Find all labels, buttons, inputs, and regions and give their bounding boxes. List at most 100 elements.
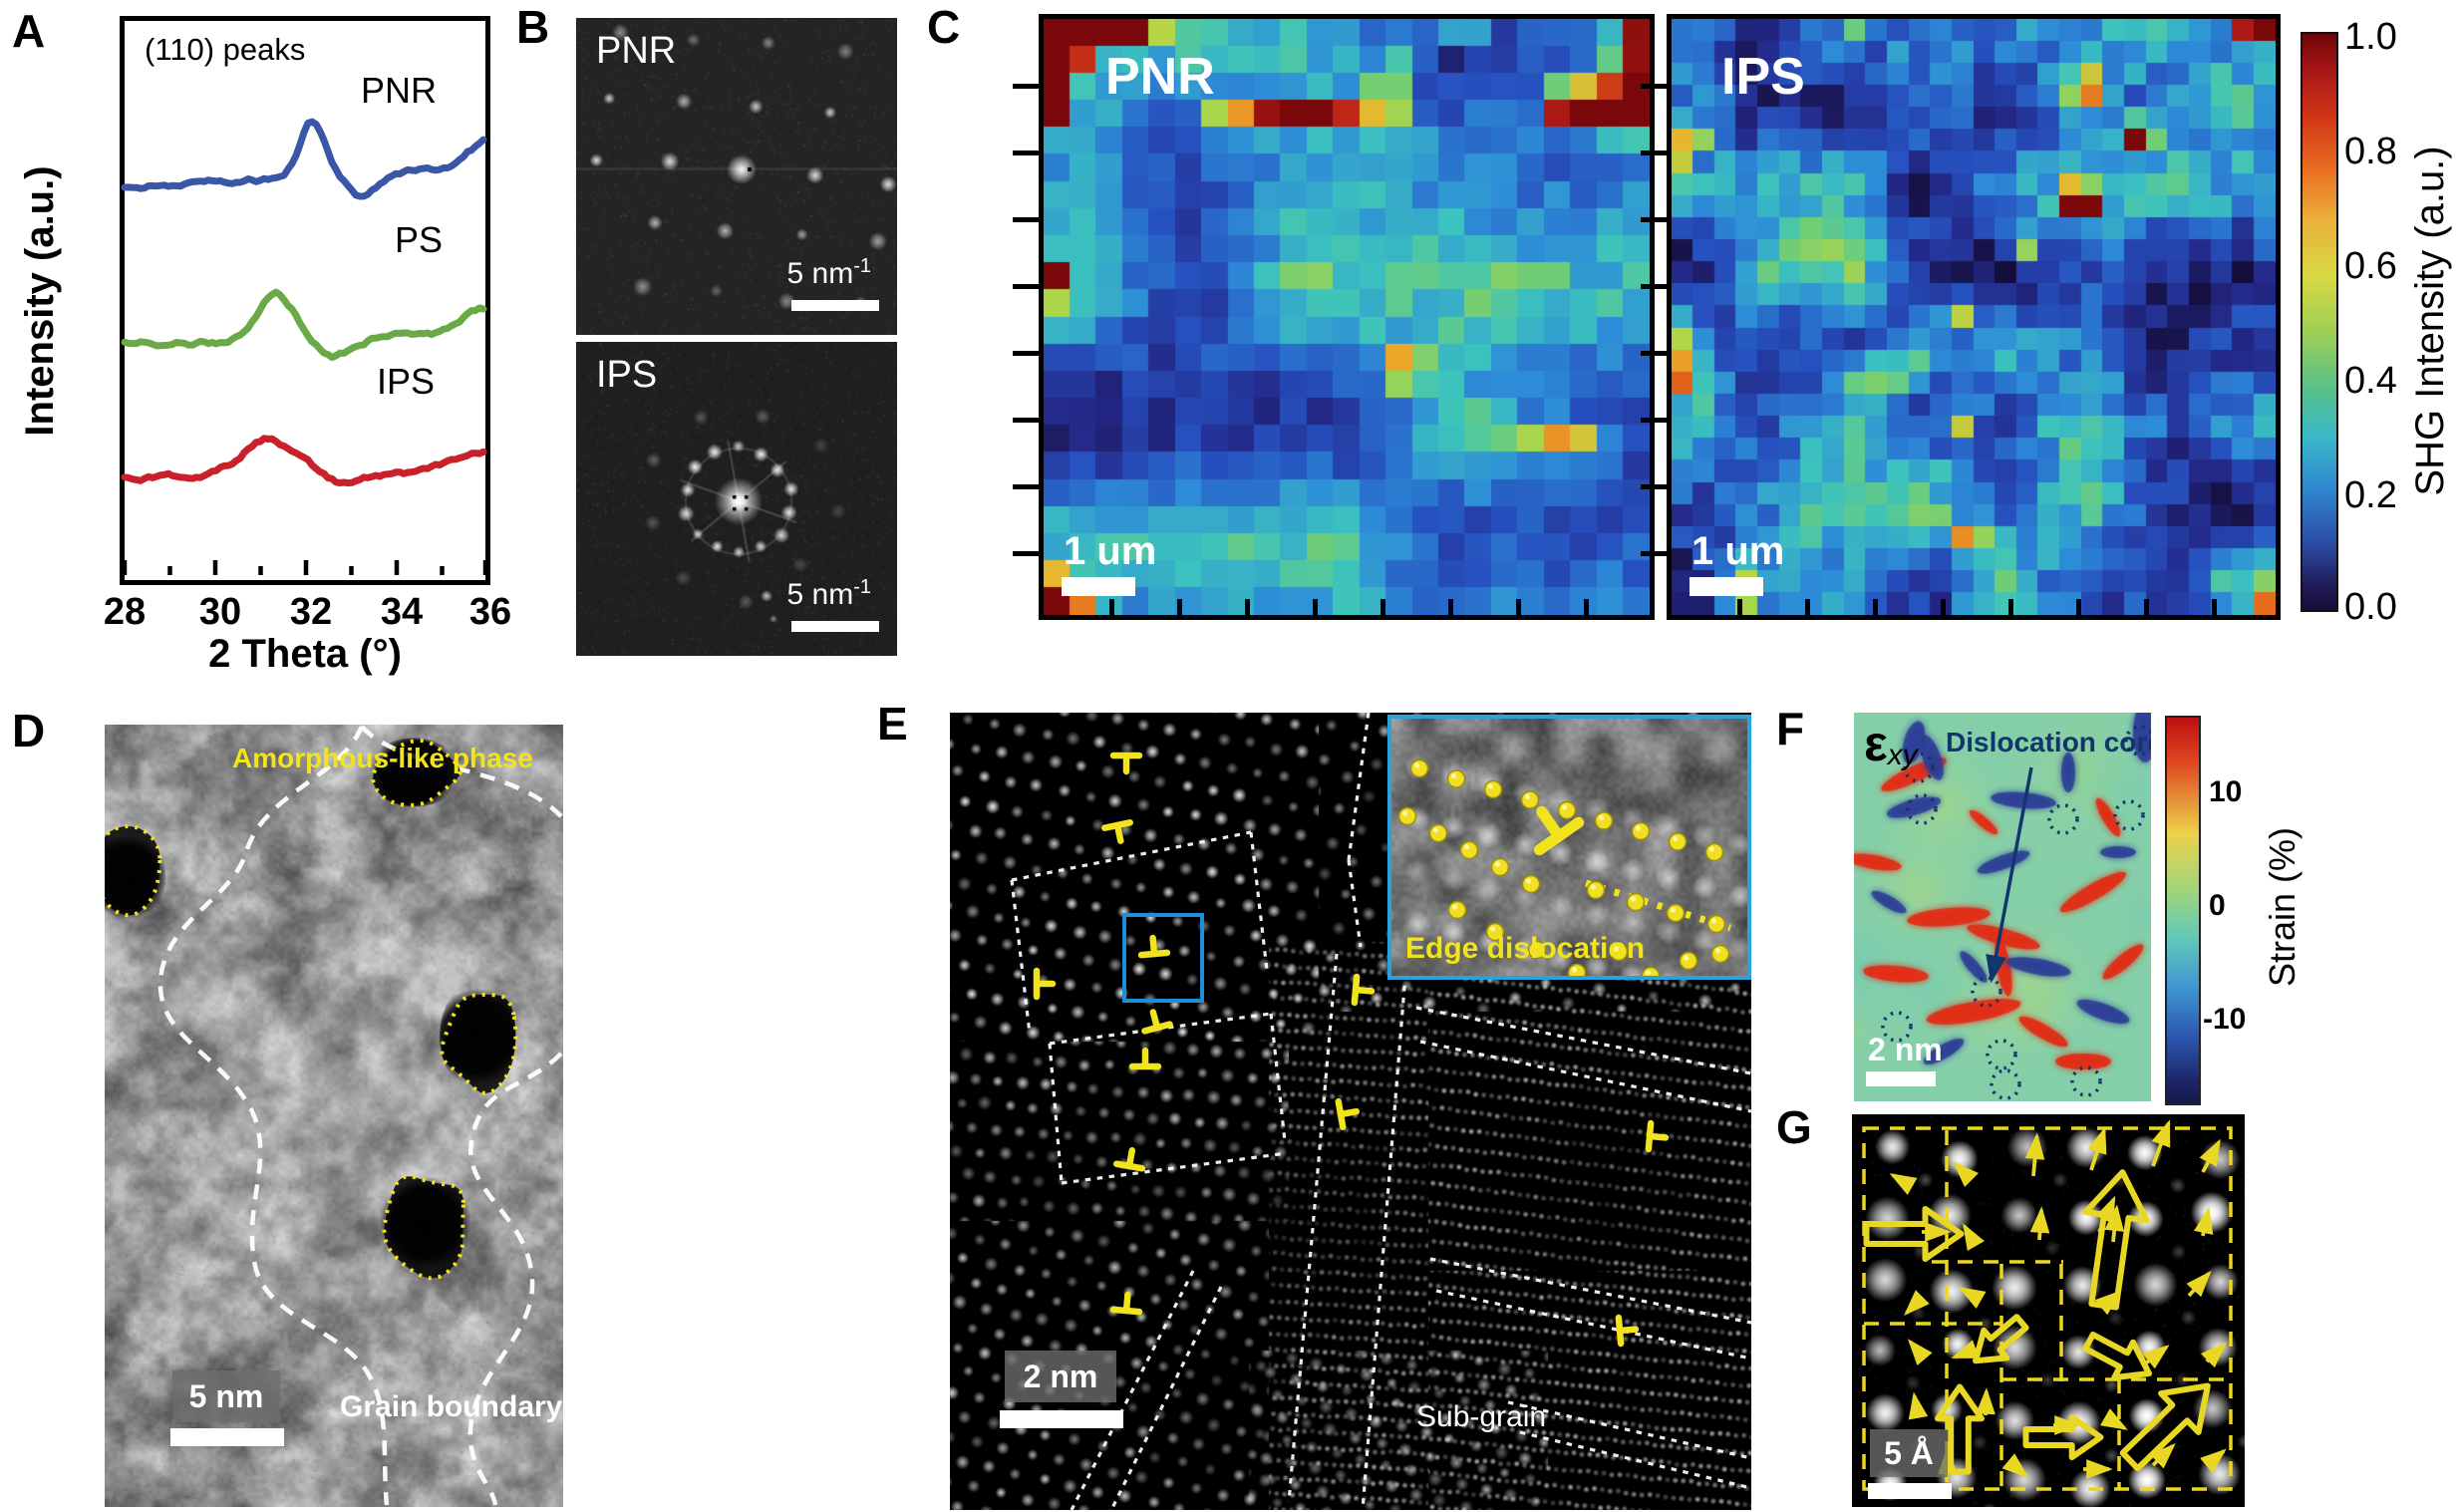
shg-map-pnr-label: PNR [1105, 48, 1215, 106]
shg-map-ips-label: IPS [1721, 48, 1805, 106]
map-left-tick [1641, 484, 1667, 489]
map-bottom-tick [1177, 599, 1182, 615]
map-left-tick [1013, 351, 1039, 356]
map-bottom-tick [1873, 599, 1878, 615]
tem-grain-image: Amorphous-like phase Grain boundary 5 nm [105, 725, 563, 1507]
polarization-scalebar [1868, 1483, 1952, 1499]
map-bottom-tick [2212, 599, 2217, 615]
pnr-fft-canvas [576, 18, 897, 335]
panel-c-label: C [927, 1, 961, 53]
shg-cbtick-06: 0.6 [2344, 245, 2397, 287]
map-bottom-tick [2144, 599, 2149, 615]
ips-fft-canvas [576, 342, 897, 656]
haadf-scalebar-chip: 2 nm [1005, 1351, 1116, 1402]
shg-map-ips-scalebar [1689, 577, 1763, 596]
haadf-scalebar-text: 2 nm [1023, 1358, 1098, 1394]
edge-dislocation-inset: Edge dislocation [1387, 715, 1751, 980]
map-left-tick [1641, 284, 1667, 289]
map-left-tick [1013, 484, 1039, 489]
shg-colorbar [2301, 32, 2338, 612]
xrd-plot-frame [120, 16, 490, 585]
amorphous-phase-label: Amorphous-like phase [232, 743, 533, 773]
pnr-fft-scalebar [791, 300, 879, 311]
polarization-scalebar-text: 5 Å [1884, 1434, 1934, 1471]
strain-scalebar-text: 2 nm [1868, 1032, 1943, 1067]
panel-d-label: D [12, 705, 46, 756]
shg-cbtick-08: 0.8 [2344, 131, 2397, 172]
map-left-tick [1013, 217, 1039, 222]
xaxis-label: 2 Theta (°) [208, 632, 402, 676]
map-left-tick [1641, 351, 1667, 356]
shg-cbtick-02: 0.2 [2344, 474, 2397, 516]
tem-grain-scalebar-text: 5 nm [188, 1377, 264, 1414]
pnr-fft-label: PNR [596, 30, 677, 72]
map-bottom-tick [1805, 599, 1810, 615]
shg-map-pnr-scalebar [1062, 577, 1135, 596]
series-label-ps: PS [395, 219, 444, 260]
tem-grain-scalebar-chip: 5 nm [172, 1370, 280, 1422]
map-bottom-tick [1448, 599, 1453, 615]
grain-boundary-label: Grain boundary [340, 1390, 563, 1423]
xtick-30: 30 [198, 591, 242, 633]
panel-f-label: F [1776, 703, 1805, 755]
shg-map-pnr-scalebar-text: 1 um [1064, 529, 1157, 573]
dislocation-core-label: Dislocation core [1946, 727, 2151, 757]
map-bottom-tick [1109, 599, 1114, 615]
map-bottom-tick [1584, 599, 1589, 615]
haadf-scalebar [1000, 1410, 1123, 1428]
map-left-tick [1641, 217, 1667, 222]
pnr-fft-image: PNR 5 nm-1 [576, 18, 897, 335]
map-left-tick [1641, 551, 1667, 556]
strain-scalebar [1866, 1071, 1936, 1086]
series-label-ips: IPS [377, 361, 436, 402]
shg-cbtick-1: 1.0 [2344, 16, 2397, 58]
panel-a-label: A [12, 5, 46, 57]
map-left-tick [1013, 551, 1039, 556]
strain-cbtick-n10: -10 [2203, 1003, 2247, 1036]
yaxis-label: Intensity (a.u.) [17, 165, 62, 437]
xtick-36: 36 [468, 591, 512, 633]
strain-cbtick-10: 10 [2209, 775, 2243, 808]
map-bottom-tick [2008, 599, 2013, 615]
strain-colorbar-label: Strain (%) [2262, 826, 2303, 988]
panel-b-label: B [516, 1, 550, 53]
map-bottom-tick [1381, 599, 1385, 615]
subgrain-label: Sub-grain [1416, 1400, 1547, 1433]
strain-cbtick-0: 0 [2209, 889, 2226, 922]
map-bottom-tick [1737, 599, 1742, 615]
polarization-image: 5 Å [1852, 1114, 2245, 1507]
map-bottom-tick [1245, 599, 1250, 615]
map-left-tick [1013, 284, 1039, 289]
shg-map-ips-canvas [1672, 19, 2276, 615]
polarization-scalebar-chip: 5 Å [1870, 1429, 1948, 1477]
edge-dislocation-caption: Edge dislocation [1405, 932, 1646, 965]
xtick-28: 28 [103, 591, 147, 633]
strain-map-symbol: εxy [1864, 716, 1918, 772]
ips-fft-image: IPS 5 nm-1 [576, 342, 897, 656]
pnr-fft-scalebar-text: 5 nm-1 [786, 255, 872, 290]
shg-map-pnr-canvas [1044, 19, 1650, 615]
tem-grain-scalebar [170, 1428, 284, 1446]
shg-cbtick-0: 0.0 [2344, 586, 2397, 628]
strain-colorbar [2165, 716, 2201, 1105]
shg-map-ips: IPS 1 um [1641, 14, 2281, 620]
map-left-tick [1641, 418, 1667, 423]
shg-colorbar-label: SHG Intensity (a.u.) [2407, 146, 2452, 496]
xtick-34: 34 [380, 591, 424, 633]
map-bottom-tick [2076, 599, 2081, 615]
shg-map-pnr: PNR 1 um [1013, 14, 1655, 620]
map-bottom-tick [1313, 599, 1318, 615]
map-left-tick [1013, 151, 1039, 155]
ips-fft-scalebar [791, 621, 879, 632]
map-bottom-tick [1941, 599, 1946, 615]
shg-cbtick-04: 0.4 [2344, 360, 2397, 402]
panel-g-label: G [1776, 1101, 1812, 1153]
map-bottom-tick [1516, 599, 1521, 615]
ips-fft-scalebar-text: 5 nm-1 [786, 576, 872, 611]
map-left-tick [1641, 151, 1667, 155]
xrd-title: (110) peaks [145, 32, 306, 67]
map-left-tick [1013, 418, 1039, 423]
map-left-tick [1641, 84, 1667, 89]
xrd-curves [121, 118, 488, 575]
